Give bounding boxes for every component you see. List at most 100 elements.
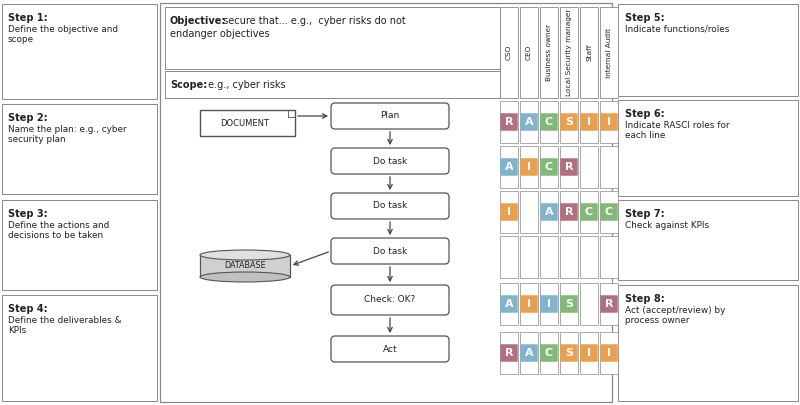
Bar bbox=[618, 200, 798, 280]
Bar bbox=[540, 101, 558, 143]
FancyBboxPatch shape bbox=[500, 113, 518, 131]
Bar bbox=[580, 191, 598, 233]
Ellipse shape bbox=[200, 250, 290, 260]
FancyBboxPatch shape bbox=[500, 158, 518, 176]
Bar bbox=[560, 332, 578, 374]
Text: Check: OK?: Check: OK? bbox=[364, 296, 416, 305]
Text: e.g., cyber risks: e.g., cyber risks bbox=[205, 80, 286, 90]
Bar bbox=[600, 191, 618, 233]
Bar bbox=[165, 71, 500, 98]
Text: DATABASE: DATABASE bbox=[224, 262, 266, 271]
FancyBboxPatch shape bbox=[560, 158, 578, 176]
Text: R: R bbox=[505, 348, 514, 358]
Bar bbox=[560, 101, 578, 143]
Bar bbox=[618, 285, 798, 401]
Bar bbox=[560, 283, 578, 325]
Bar bbox=[560, 236, 578, 278]
Text: secure that... e.g.,  cyber risks do not: secure that... e.g., cyber risks do not bbox=[220, 16, 406, 26]
Text: Plan: Plan bbox=[380, 111, 400, 121]
Bar bbox=[2, 200, 157, 290]
Bar bbox=[600, 101, 618, 143]
Bar bbox=[520, 146, 538, 188]
Text: Step 4:: Step 4: bbox=[8, 304, 48, 314]
FancyBboxPatch shape bbox=[331, 103, 449, 129]
Text: A: A bbox=[505, 162, 514, 172]
Bar bbox=[520, 283, 538, 325]
Bar bbox=[540, 191, 558, 233]
Bar bbox=[200, 110, 295, 136]
FancyBboxPatch shape bbox=[540, 158, 558, 176]
Bar bbox=[520, 191, 538, 233]
FancyBboxPatch shape bbox=[600, 203, 618, 221]
Bar bbox=[580, 283, 598, 325]
Text: C: C bbox=[545, 117, 553, 127]
Bar bbox=[520, 332, 538, 374]
Bar bbox=[540, 332, 558, 374]
Text: I: I bbox=[587, 348, 591, 358]
Bar bbox=[540, 236, 558, 278]
Text: I: I bbox=[527, 299, 531, 309]
Text: I: I bbox=[547, 299, 551, 309]
FancyBboxPatch shape bbox=[560, 344, 578, 362]
Bar bbox=[580, 101, 598, 143]
Text: Step 7:: Step 7: bbox=[625, 209, 665, 219]
FancyBboxPatch shape bbox=[331, 336, 449, 362]
Bar bbox=[520, 7, 538, 98]
Text: Step 8:: Step 8: bbox=[625, 294, 665, 304]
Text: I: I bbox=[587, 117, 591, 127]
Text: S: S bbox=[565, 348, 573, 358]
Bar bbox=[600, 7, 618, 98]
Text: Scope:: Scope: bbox=[170, 80, 207, 90]
Bar bbox=[560, 191, 578, 233]
Bar bbox=[600, 332, 618, 374]
FancyBboxPatch shape bbox=[540, 295, 558, 313]
Bar bbox=[560, 7, 578, 98]
Text: S: S bbox=[565, 299, 573, 309]
Text: Business owner: Business owner bbox=[546, 24, 552, 81]
Text: A: A bbox=[525, 117, 534, 127]
FancyBboxPatch shape bbox=[331, 285, 449, 315]
Text: Step 2:: Step 2: bbox=[8, 113, 48, 123]
FancyBboxPatch shape bbox=[540, 344, 558, 362]
Text: Act (accept/review) by
process owner: Act (accept/review) by process owner bbox=[625, 306, 726, 325]
Bar bbox=[160, 3, 612, 402]
Text: CSO: CSO bbox=[506, 45, 512, 60]
Text: S: S bbox=[565, 117, 573, 127]
Bar bbox=[600, 283, 618, 325]
Text: endanger objectives: endanger objectives bbox=[170, 29, 270, 39]
Text: R: R bbox=[605, 299, 614, 309]
FancyBboxPatch shape bbox=[560, 113, 578, 131]
FancyBboxPatch shape bbox=[520, 113, 538, 131]
Text: Define the objective and
scope: Define the objective and scope bbox=[8, 25, 118, 45]
Text: C: C bbox=[585, 207, 593, 217]
FancyBboxPatch shape bbox=[600, 295, 618, 313]
Bar bbox=[600, 236, 618, 278]
Text: I: I bbox=[527, 162, 531, 172]
Text: I: I bbox=[607, 348, 611, 358]
Text: Indicate functions/roles: Indicate functions/roles bbox=[625, 25, 730, 34]
Bar bbox=[500, 332, 518, 374]
FancyBboxPatch shape bbox=[560, 295, 578, 313]
Text: Step 1:: Step 1: bbox=[8, 13, 48, 23]
Bar bbox=[618, 4, 798, 96]
Bar bbox=[500, 101, 518, 143]
Text: C: C bbox=[545, 162, 553, 172]
Bar bbox=[200, 255, 290, 277]
Bar bbox=[500, 191, 518, 233]
Text: R: R bbox=[565, 207, 574, 217]
Bar bbox=[2, 104, 157, 194]
Bar bbox=[540, 7, 558, 98]
Text: C: C bbox=[605, 207, 613, 217]
Bar bbox=[2, 4, 157, 99]
Text: Step 5:: Step 5: bbox=[625, 13, 665, 23]
Bar bbox=[560, 146, 578, 188]
Text: I: I bbox=[607, 117, 611, 127]
Text: CEO: CEO bbox=[526, 45, 532, 60]
Bar bbox=[500, 146, 518, 188]
FancyBboxPatch shape bbox=[600, 344, 618, 362]
Text: Act: Act bbox=[382, 345, 398, 354]
Text: Step 6:: Step 6: bbox=[625, 109, 665, 119]
FancyBboxPatch shape bbox=[331, 148, 449, 174]
FancyBboxPatch shape bbox=[520, 344, 538, 362]
Text: R: R bbox=[505, 117, 514, 127]
